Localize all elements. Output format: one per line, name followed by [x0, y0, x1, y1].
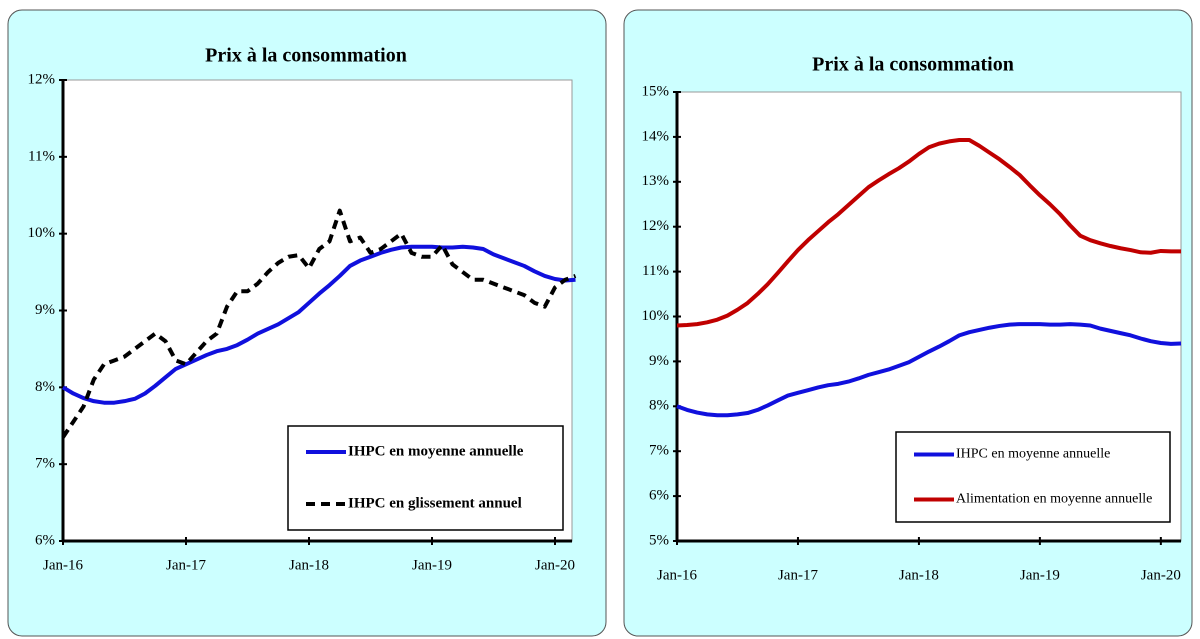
- y-tick-label: 13%: [642, 173, 670, 189]
- x-tick-label: Jan-18: [899, 567, 939, 583]
- y-tick-label: 11%: [642, 263, 669, 279]
- x-tick-label: Jan-16: [43, 557, 83, 573]
- x-tick-label: Jan-16: [657, 567, 697, 583]
- chart-title: Prix à la consommation: [812, 54, 1014, 76]
- legend-label: IHPC en moyenne annuelle: [956, 447, 1110, 462]
- x-tick-label: Jan-17: [166, 557, 206, 573]
- y-tick-label: 6%: [649, 488, 669, 504]
- line: [61, 244, 576, 405]
- line: [676, 322, 1182, 418]
- y-tick-label: 14%: [642, 128, 670, 144]
- y-tick-label: 10%: [642, 308, 670, 324]
- y-tick-label: 15%: [642, 83, 670, 99]
- x-tick-label: Jan-18: [289, 557, 329, 573]
- legend-label: IHPC en glissement annuel: [348, 495, 522, 511]
- y-tick-label: 9%: [35, 302, 55, 318]
- x-tick-label: Jan-19: [412, 557, 452, 573]
- y-tick-label: 7%: [649, 443, 669, 459]
- x-tick-label: Jan-20: [535, 557, 575, 573]
- y-tick-label: 12%: [28, 71, 56, 87]
- x-tick-label: Jan-17: [778, 567, 818, 583]
- y-tick-label: 5%: [649, 532, 669, 548]
- x-tick-label: Jan-20: [1141, 567, 1181, 583]
- legend-box: [287, 425, 564, 531]
- chart-title: Prix à la consommation: [205, 45, 407, 67]
- y-tick-label: 9%: [649, 353, 669, 369]
- line: [61, 208, 577, 439]
- x-tick-label: Jan-19: [1020, 567, 1060, 583]
- y-tick-label: 7%: [35, 456, 55, 472]
- y-tick-label: 10%: [28, 225, 56, 241]
- y-tick-label: 11%: [28, 148, 55, 164]
- y-tick-label: 8%: [35, 379, 55, 395]
- y-tick-label: 12%: [642, 218, 670, 234]
- legend-label: IHPC en moyenne annuelle: [348, 443, 524, 459]
- legend-label: Alimentation en moyenne annuelle: [956, 492, 1152, 507]
- legend-box: [895, 431, 1171, 523]
- line: [676, 138, 1181, 328]
- y-tick-label: 6%: [35, 532, 55, 548]
- y-tick-label: 8%: [649, 398, 669, 414]
